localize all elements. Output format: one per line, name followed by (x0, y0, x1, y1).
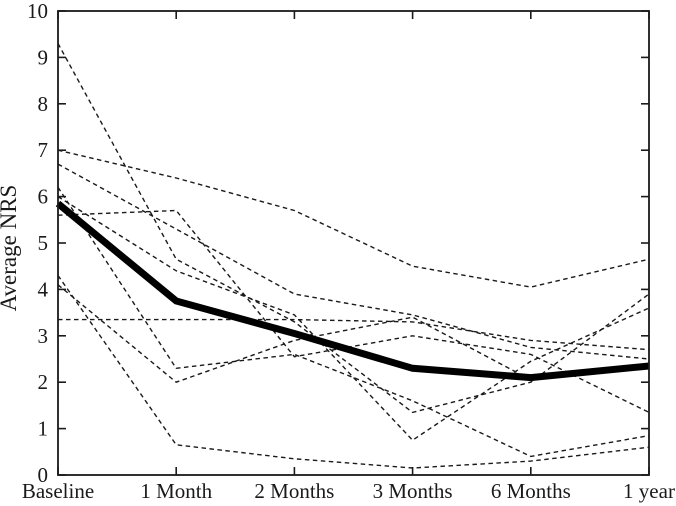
x-tick-label: Baseline (22, 479, 94, 503)
y-tick-label: 1 (38, 417, 49, 441)
patient-line-4 (57, 186, 650, 458)
patient-line-6 (57, 209, 650, 414)
y-tick-label: 3 (38, 324, 49, 348)
y-tick-label: 6 (38, 185, 49, 209)
y-tick-label: 0 (38, 463, 49, 487)
x-tick-label: 2 Months (254, 479, 334, 503)
y-tick-label: 10 (27, 0, 48, 23)
patient-line-7 (57, 275, 650, 469)
patient-line-2 (57, 149, 650, 288)
x-tick-label: 6 Months (491, 479, 571, 503)
y-tick-label: 9 (38, 45, 49, 69)
y-tick-label: 2 (38, 370, 49, 394)
y-tick-label: 7 (38, 138, 49, 162)
x-tick-label: 1 year (623, 479, 675, 503)
patient-line-5 (57, 196, 650, 442)
patient-line-1 (57, 43, 650, 414)
x-tick-label: 1 Month (140, 479, 212, 503)
y-tick-label: 5 (38, 231, 49, 255)
y-axis-title: Average NRS (0, 185, 21, 312)
series-group (55, 43, 650, 469)
average-line (55, 200, 650, 382)
y-tick-label: 8 (38, 92, 49, 116)
axis-ticks (57, 10, 650, 476)
x-tick-label: 3 Months (373, 479, 453, 503)
y-tick-label: 4 (38, 277, 49, 301)
patient-line-9 (58, 318, 650, 351)
patient-line-3 (57, 163, 650, 360)
